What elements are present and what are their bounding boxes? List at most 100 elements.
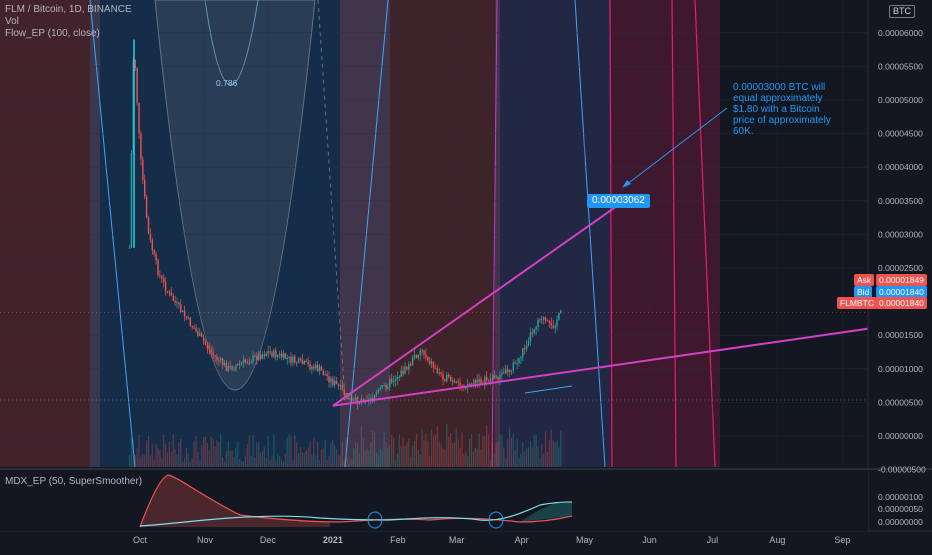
volume-bar xyxy=(172,434,174,467)
background-zones xyxy=(0,0,720,467)
candle-body xyxy=(449,376,452,382)
symbol-title[interactable]: FLM / Bitcoin, 1D, BINANCE xyxy=(5,4,132,15)
candle-body xyxy=(145,196,148,218)
volume-bar xyxy=(398,434,400,467)
candle-body xyxy=(155,253,157,261)
volume-indicator-label[interactable]: Vol xyxy=(5,16,19,27)
candle-body xyxy=(159,275,161,277)
volume-bar xyxy=(510,437,513,467)
volume-bar xyxy=(370,441,372,467)
volume-bar xyxy=(518,458,520,467)
volume-bar xyxy=(372,430,374,467)
volume-bar xyxy=(358,452,361,467)
volume-bar xyxy=(258,442,260,467)
mdx-teal-line xyxy=(139,501,573,527)
candle-body xyxy=(370,397,372,400)
chart-legend: FLM / Bitcoin, 1D, BINANCE Vol Flow_EP (… xyxy=(5,4,132,40)
candle-body xyxy=(244,359,247,363)
trendline-upper[interactable] xyxy=(332,199,625,407)
trendline-lower[interactable] xyxy=(332,325,893,407)
candle-body xyxy=(512,362,515,371)
volume-bar xyxy=(503,447,505,467)
candle-body xyxy=(278,353,281,356)
candle-body xyxy=(204,341,207,345)
mdx-indicator-label[interactable]: MDX_EP (50, SuperSmoother) xyxy=(5,476,143,487)
volume-bar xyxy=(130,437,133,467)
price-axis[interactable]: 0.00006000 0.00005500 0.00005000 0.00004500… xyxy=(878,28,926,475)
volume-bar xyxy=(379,448,381,467)
volume-bar xyxy=(163,434,165,467)
candle-body xyxy=(533,329,535,333)
candle-body xyxy=(446,374,448,382)
volume-bar xyxy=(488,434,490,467)
candle-body xyxy=(189,317,192,326)
candle-body xyxy=(499,374,501,380)
flow-indicator-label[interactable]: Flow_EP (100, close) xyxy=(5,28,100,39)
time-tick-label: Apr xyxy=(515,535,529,545)
volume-bar xyxy=(256,442,258,467)
volume-bar xyxy=(134,455,136,467)
candle-body xyxy=(470,383,473,385)
volume-bar xyxy=(261,451,264,467)
price-tick-label: 0.00005500 xyxy=(878,61,923,71)
currency-badge[interactable]: BTC xyxy=(889,5,915,18)
volume-bar xyxy=(303,452,305,467)
volume-bar xyxy=(242,461,245,467)
candle-body xyxy=(288,356,290,359)
volume-bar xyxy=(387,447,389,467)
candle-body xyxy=(128,247,131,249)
volume-bar xyxy=(355,442,357,467)
volume-bar xyxy=(263,447,266,467)
candle-body xyxy=(421,350,423,352)
candle-body xyxy=(282,353,285,358)
candle-body xyxy=(311,366,313,370)
candle-body xyxy=(427,356,429,361)
volume-bar xyxy=(144,455,146,467)
volume-bar xyxy=(394,460,397,467)
candle-body xyxy=(252,355,254,362)
candle-body xyxy=(505,369,507,374)
volume-bar xyxy=(292,460,294,467)
candle-body xyxy=(286,358,288,360)
volume-bar xyxy=(235,447,237,467)
candle-body xyxy=(269,351,271,353)
time-axis[interactable]: Oct Nov Dec 2021 Feb Mar Apr May Jun Jul Aug Sep xyxy=(133,535,850,545)
candle-body xyxy=(558,312,560,320)
volume-bar xyxy=(377,455,380,467)
candle-body xyxy=(180,304,182,312)
volume-bar xyxy=(417,450,419,467)
time-tick-label: Dec xyxy=(260,535,277,545)
volume-bar xyxy=(206,443,209,467)
candle-body xyxy=(455,381,458,383)
candle-body xyxy=(546,320,549,322)
trendlines[interactable] xyxy=(332,199,893,407)
candle-body xyxy=(527,341,530,346)
volume-bar xyxy=(273,434,275,467)
volume-bar xyxy=(269,459,271,467)
volume-bar xyxy=(522,442,524,467)
volume-bar xyxy=(336,449,338,467)
candle-body xyxy=(130,153,133,248)
candle-body xyxy=(164,282,167,292)
candle-body xyxy=(183,310,186,317)
volume-bar xyxy=(260,452,262,467)
candle-body xyxy=(258,354,260,361)
subpane-tick-2: 0.00000000 xyxy=(878,517,923,527)
volume-bar xyxy=(212,438,214,467)
volume-bar xyxy=(408,438,410,467)
volume-bar xyxy=(451,443,454,467)
candle-body xyxy=(423,350,425,355)
candle-body xyxy=(185,316,188,319)
volume-bar xyxy=(545,430,547,467)
candle-body xyxy=(375,392,378,395)
volume-bar xyxy=(337,455,340,467)
target-price-label[interactable]: 0.00003062 xyxy=(587,194,650,208)
volume-bar xyxy=(248,435,250,467)
mdx-cross-circle-2 xyxy=(488,511,504,529)
volume-bar xyxy=(180,438,182,467)
volume-bar xyxy=(383,432,385,467)
candle-body xyxy=(415,355,418,358)
volume-bar xyxy=(470,434,473,467)
time-tick-label: Oct xyxy=(133,535,148,545)
